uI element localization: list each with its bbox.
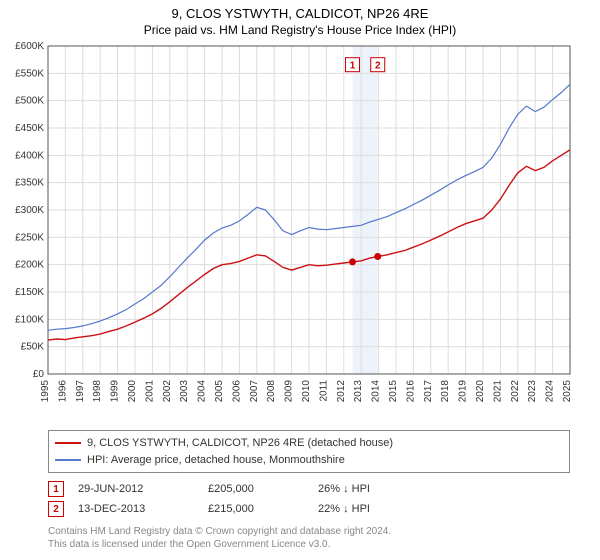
attribution-line: Contains HM Land Registry data © Crown c… [48, 525, 570, 538]
y-tick-label: £600K [15, 42, 44, 52]
event-date: 29-JUN-2012 [78, 483, 208, 495]
attribution-line: This data is licensed under the Open Gov… [48, 538, 570, 551]
x-tick-label: 2008 [266, 380, 277, 403]
x-tick-label: 1996 [57, 380, 68, 403]
x-tick-label: 2011 [318, 380, 329, 402]
x-tick-label: 2014 [371, 380, 382, 403]
marker-dot [374, 253, 381, 260]
y-tick-label: £150K [15, 287, 44, 298]
x-tick-label: 2022 [510, 380, 521, 403]
event-row: 2 13-DEC-2013£215,00022% ↓ HPI [48, 499, 570, 519]
y-tick-label: £0 [33, 369, 45, 380]
marker-label: 2 [375, 61, 381, 72]
events-table: 1 29-JUN-2012£205,00026% ↓ HPI 2 13-DEC-201… [48, 479, 570, 519]
x-tick-label: 2004 [197, 380, 208, 403]
chart-subtitle: Price paid vs. HM Land Registry's House … [0, 23, 600, 37]
x-tick-label: 2009 [284, 380, 295, 403]
event-hpi: 26% ↓ HPI [318, 483, 438, 495]
x-tick-label: 2012 [336, 380, 347, 403]
event-price: £215,000 [208, 503, 318, 515]
x-tick-label: 2001 [144, 380, 155, 403]
x-tick-label: 2003 [179, 380, 190, 403]
legend-label: 9, CLOS YSTWYTH, CALDICOT, NP26 4RE (det… [87, 435, 393, 452]
chart-area: £0 £50K £100K £150K £200K £250K £300K £350K £400… [0, 42, 600, 422]
x-tick-label: 2013 [353, 380, 364, 403]
y-tick-label: £500K [15, 96, 44, 107]
y-tick-label: £50K [21, 342, 45, 353]
x-tick-label: 2015 [388, 380, 399, 403]
x-tick-label: 2019 [458, 380, 469, 403]
y-tick-label: £450K [15, 123, 44, 134]
legend-swatch [55, 442, 81, 444]
event-date: 13-DEC-2013 [78, 503, 208, 515]
chart-title: 9, CLOS YSTWYTH, CALDICOT, NP26 4RE [0, 0, 600, 23]
x-tick-label: 2024 [545, 380, 556, 403]
legend-box: 9, CLOS YSTWYTH, CALDICOT, NP26 4RE (det… [48, 430, 570, 473]
x-tick-label: 2010 [301, 380, 312, 403]
event-badge: 2 [48, 501, 64, 517]
y-tick-label: £250K [15, 232, 44, 243]
x-tick-label: 2018 [440, 380, 451, 403]
x-tick-label: 2016 [405, 380, 416, 403]
x-tick-label: 2017 [423, 380, 434, 403]
event-price: £205,000 [208, 483, 318, 495]
y-tick-label: £400K [15, 150, 44, 161]
event-row: 1 29-JUN-2012£205,00026% ↓ HPI [48, 479, 570, 499]
event-badge: 1 [48, 481, 64, 497]
x-tick-label: 2006 [231, 380, 242, 403]
y-tick-label: £100K [15, 314, 44, 325]
x-tick-label: 2002 [162, 380, 173, 403]
x-tick-label: 1997 [75, 380, 86, 403]
y-tick-label: £350K [15, 178, 44, 189]
attribution: Contains HM Land Registry data © Crown c… [48, 525, 570, 551]
x-tick-label: 2000 [127, 380, 138, 403]
legend-swatch [55, 459, 81, 461]
legend-row: 9, CLOS YSTWYTH, CALDICOT, NP26 4RE (det… [55, 435, 563, 452]
chart-svg: £0 £50K £100K £150K £200K £250K £300K £350K £400… [0, 42, 600, 422]
x-tick-label: 2023 [527, 380, 538, 403]
x-tick-label: 2007 [249, 380, 260, 403]
y-tick-label: £300K [15, 205, 44, 216]
x-tick-label: 2005 [214, 380, 225, 403]
x-tick-label: 1998 [92, 380, 103, 403]
legend-label: HPI: Average price, detached house, Monm… [87, 452, 345, 469]
x-tick-label: 1995 [40, 380, 51, 403]
x-tick-label: 2021 [492, 380, 503, 403]
x-tick-label: 1999 [110, 380, 121, 403]
x-tick-label: 2025 [562, 380, 573, 403]
y-tick-label: £550K [15, 68, 44, 79]
event-hpi: 22% ↓ HPI [318, 503, 438, 515]
x-tick-label: 2020 [475, 380, 486, 403]
y-tick-label: £200K [15, 260, 44, 271]
marker-label: 1 [350, 61, 356, 72]
legend-row: HPI: Average price, detached house, Monm… [55, 452, 563, 469]
marker-dot [349, 258, 356, 265]
